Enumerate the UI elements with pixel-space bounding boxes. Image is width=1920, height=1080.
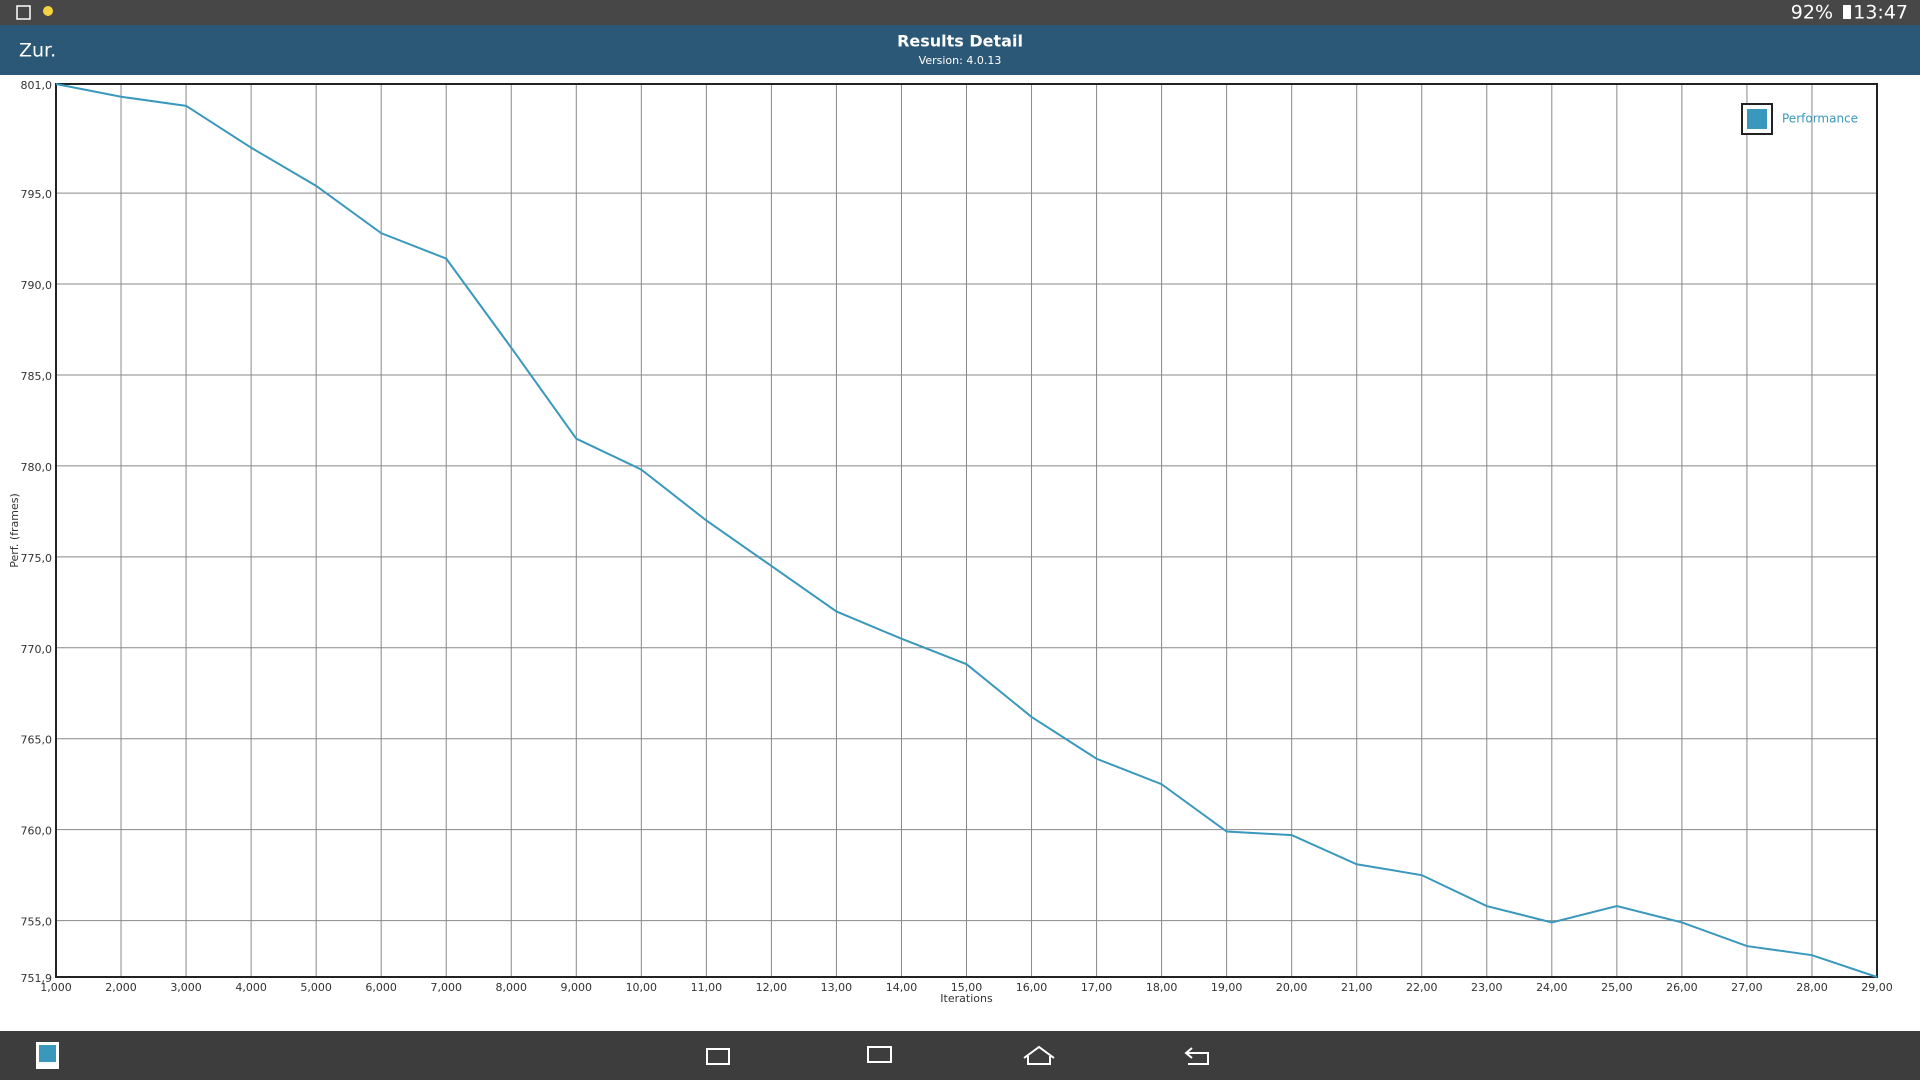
- x-tick-label: 12,00: [756, 981, 788, 994]
- app-icon-inner: [39, 1045, 56, 1062]
- x-tick-label: 15,00: [951, 981, 983, 994]
- x-tick-label: 9,000: [561, 981, 593, 994]
- screen-button[interactable]: [867, 1046, 892, 1063]
- y-tick-label: 795,0: [21, 188, 53, 201]
- x-tick-label: 14,00: [886, 981, 918, 994]
- y-tick-label: 770,0: [21, 643, 53, 656]
- status-icon: [16, 5, 31, 20]
- x-tick-label: 27,00: [1731, 981, 1763, 994]
- y-tick-label: 755,0: [21, 916, 53, 929]
- y-tick-label: 751,9: [21, 972, 53, 985]
- x-tick-label: 20,00: [1276, 981, 1308, 994]
- x-tick-label: 5,000: [300, 981, 332, 994]
- x-tick-label: 11,00: [691, 981, 723, 994]
- y-tick-label: 780,0: [21, 461, 53, 474]
- nav-bar: [0, 1031, 1920, 1080]
- y-tick-label: 775,0: [21, 552, 53, 565]
- title: Results Detail: [897, 32, 1023, 51]
- y-tick-label: 785,0: [21, 370, 53, 383]
- x-tick-label: 8,000: [496, 981, 528, 994]
- x-tick-label: 13,00: [821, 981, 853, 994]
- x-axis-label: Iterations: [940, 992, 993, 1005]
- x-tick-label: 23,00: [1471, 981, 1503, 994]
- y-axis-label: Perf. (frames): [8, 493, 21, 568]
- x-tick-label: 3,000: [170, 981, 202, 994]
- plot-frame: [55, 83, 1878, 978]
- x-tick-label: 25,00: [1601, 981, 1633, 994]
- x-tick-label: 18,00: [1146, 981, 1178, 994]
- app-bar: [0, 25, 1920, 75]
- x-tick-label: 4,000: [235, 981, 267, 994]
- x-tick-label: 24,00: [1536, 981, 1568, 994]
- x-tick-label: 2,000: [105, 981, 137, 994]
- chart: 751,9 755,0 760,0 765,0 770,0 775,0 780,0 785,0…: [8, 79, 1893, 1005]
- x-tick-label: 26,00: [1666, 981, 1698, 994]
- x-tick-label: 17,00: [1081, 981, 1113, 994]
- x-tick-label: 22,00: [1406, 981, 1438, 994]
- x-tick-label: 10,00: [626, 981, 658, 994]
- x-tick-label: 6,000: [365, 981, 397, 994]
- battery: 92%: [1791, 2, 1833, 24]
- home-button[interactable]: [1023, 1045, 1055, 1065]
- back-nav-button[interactable]: [1184, 1047, 1209, 1065]
- y-tick-label: 760,0: [21, 825, 53, 838]
- subtitle: Version: 4.0.13: [919, 54, 1002, 67]
- data-line: [55, 83, 1878, 978]
- recents-button[interactable]: [706, 1048, 730, 1065]
- legend-swatch: [1747, 109, 1767, 129]
- battery-icon: [1843, 5, 1851, 19]
- x-tick-label: 19,00: [1211, 981, 1243, 994]
- x-tick-label: 1,000: [40, 981, 72, 994]
- legend-label: Performance: [1782, 112, 1858, 126]
- status-bar: [0, 0, 1920, 25]
- y-tick-label: 765,0: [21, 734, 53, 747]
- back-button[interactable]: Zur.: [19, 40, 56, 62]
- x-tick-label: 21,00: [1341, 981, 1373, 994]
- x-tick-label: 29,00: [1861, 981, 1893, 994]
- x-tick-label: 7,000: [430, 981, 462, 994]
- x-tick-label: 16,00: [1016, 981, 1048, 994]
- status-icon: [43, 6, 53, 16]
- y-tick-label: 801,0: [21, 79, 53, 92]
- x-tick-label: 28,00: [1796, 981, 1828, 994]
- clock: 13:47: [1853, 2, 1908, 24]
- y-tick-label: 790,0: [21, 279, 53, 292]
